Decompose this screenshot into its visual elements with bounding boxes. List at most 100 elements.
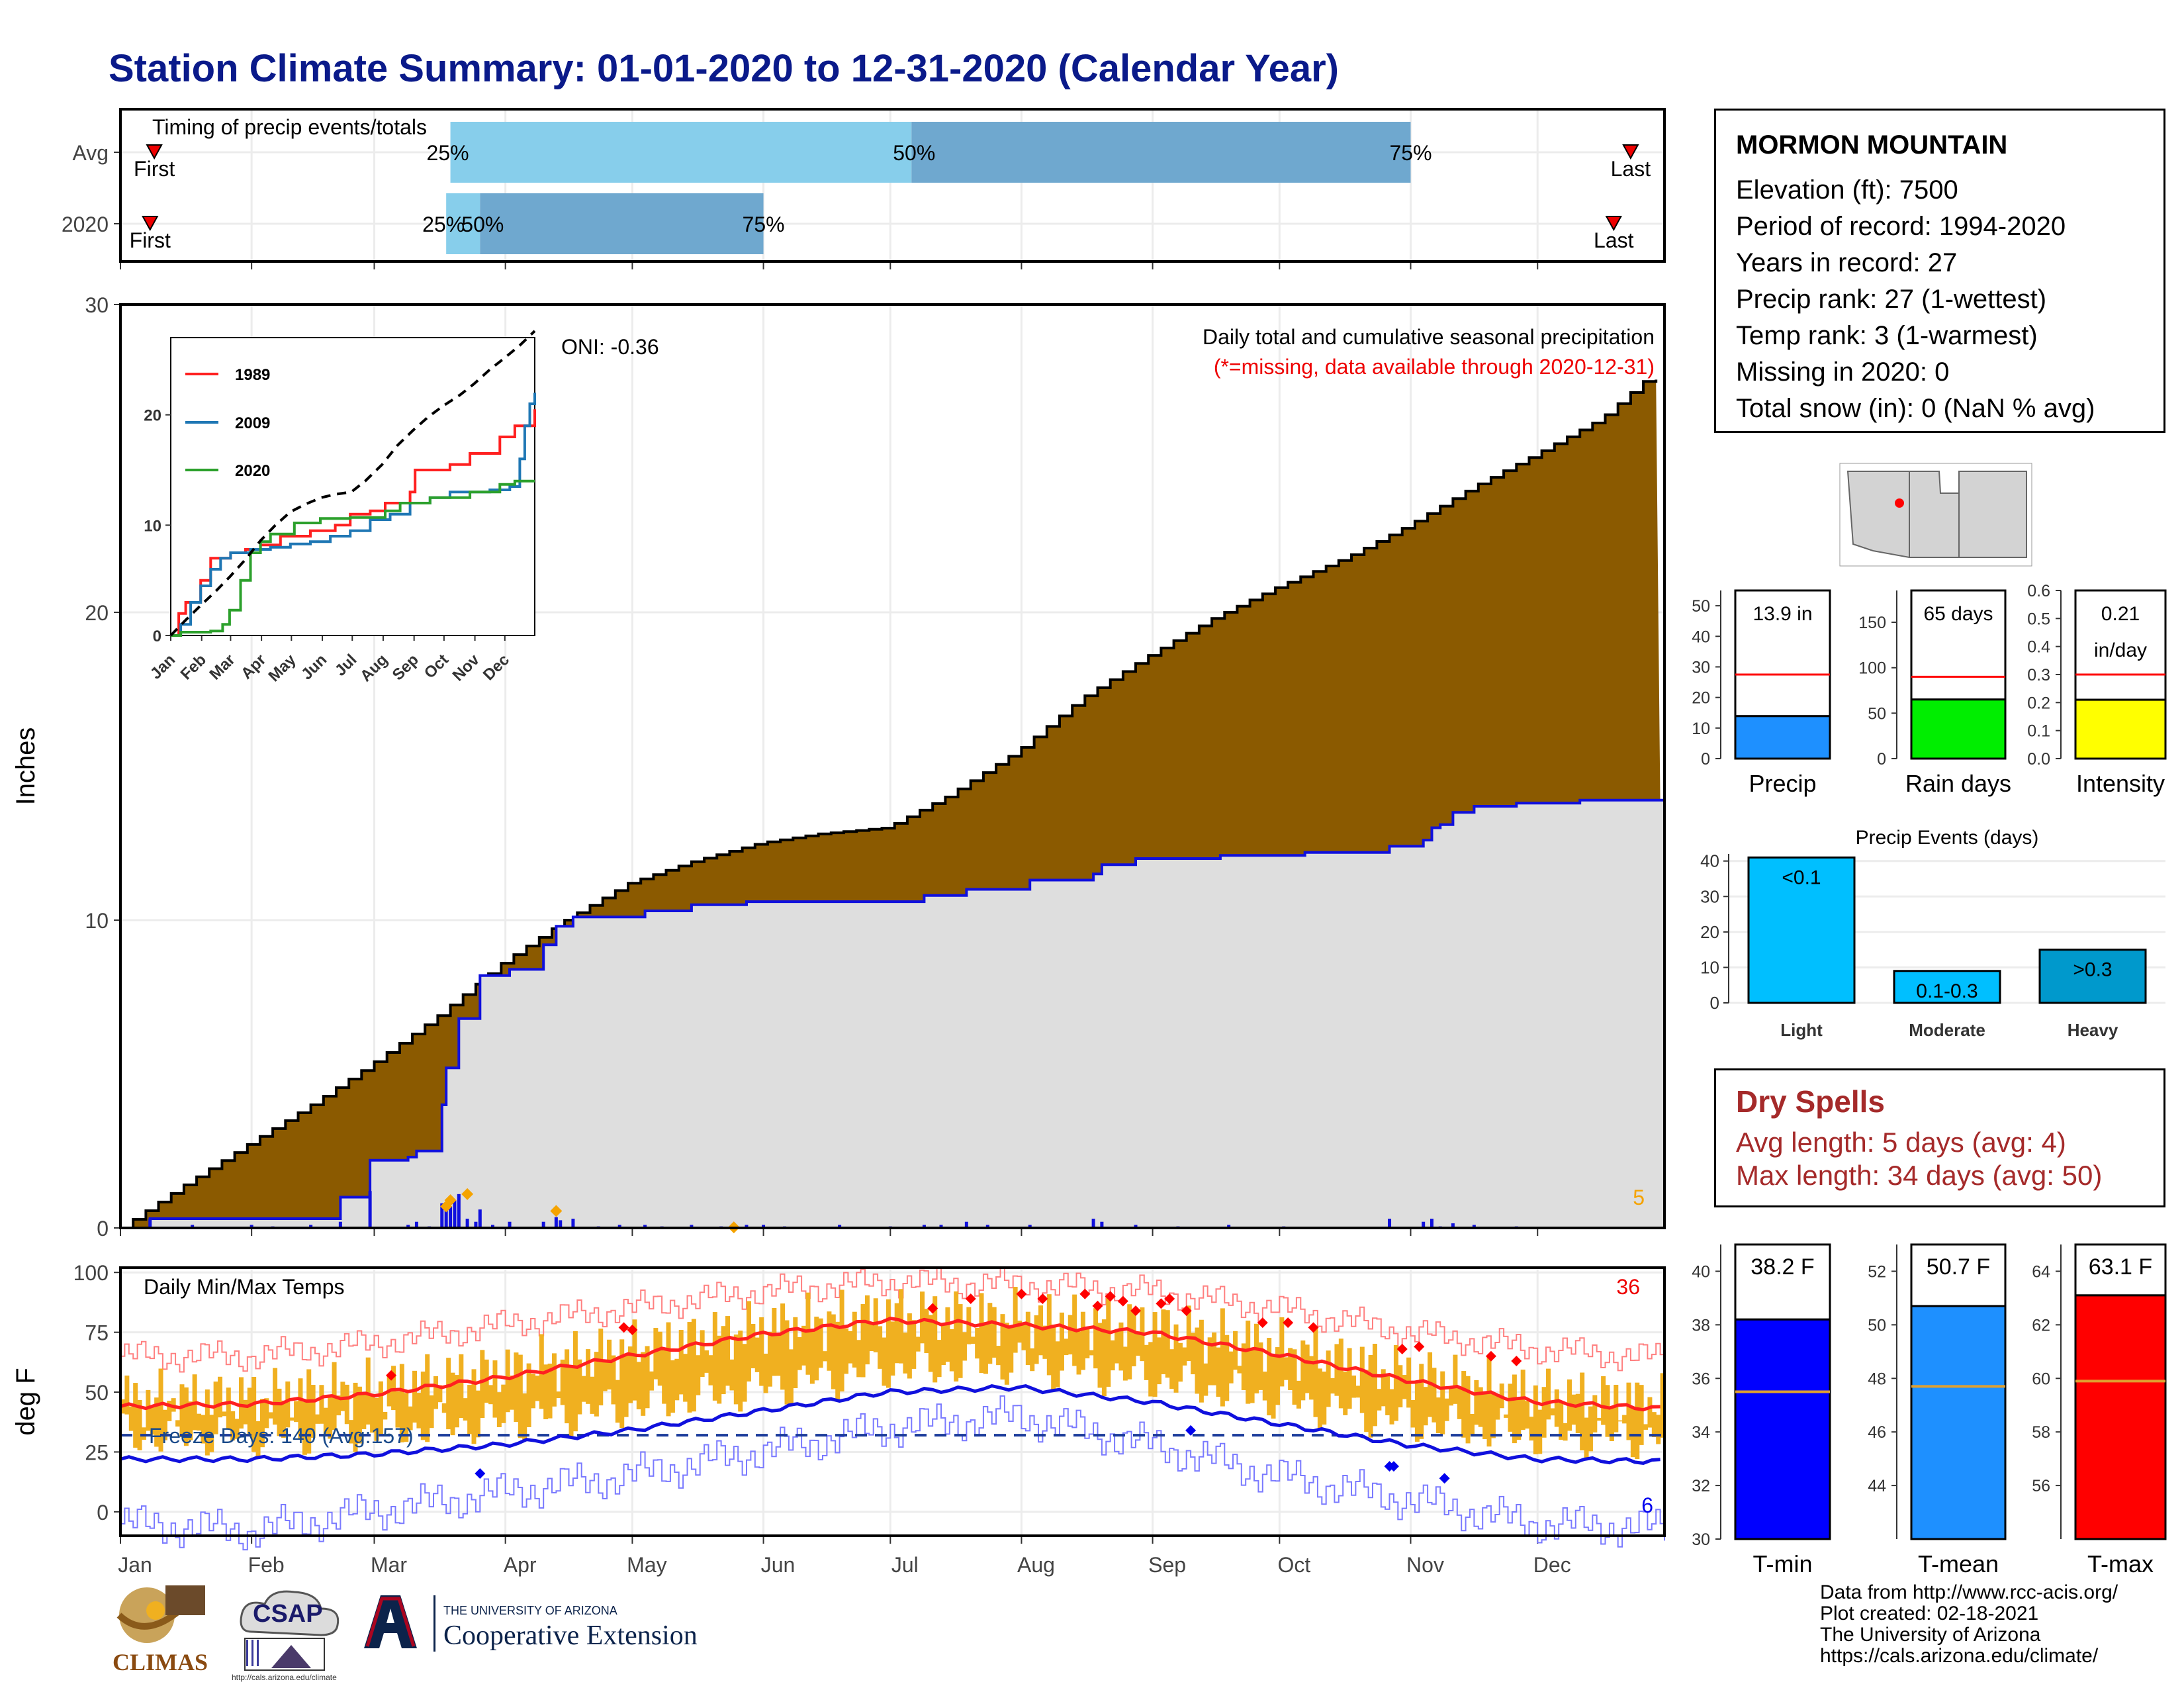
daily-temp-bar [1322,1371,1327,1425]
daily-temp-bar [543,1364,549,1419]
daily-precip-bar [508,1221,512,1228]
daily-temp-bar [763,1353,768,1393]
summary-title: T-max [2087,1550,2154,1577]
daily-temp-bar [531,1374,535,1409]
daily-precip-bar [414,1221,418,1228]
daily-precip-bar [1134,1225,1138,1228]
record-high-marker [1079,1288,1091,1299]
daily-temp-bar [1550,1408,1555,1416]
summary-tick-label: 0.3 [2027,666,2050,684]
daily-temp-bar [843,1328,848,1374]
daily-temp-bar [1288,1348,1293,1391]
daily-temp-bar [412,1370,418,1423]
daily-temp-bar [1034,1315,1039,1364]
daily-temp-bar [349,1420,354,1444]
summary-tick-label: 44 [1868,1477,1886,1495]
summary-tick-label: 0.2 [2027,694,2050,712]
record-high-marker [965,1293,976,1305]
daily-temp-bar [370,1394,375,1433]
daily-temp-bar [1262,1372,1267,1401]
daily-temp-bar [856,1340,862,1378]
inset-series-line [169,330,536,637]
summary-tick-label: 38 [1692,1316,1710,1335]
daily-temp-bar [1537,1409,1543,1454]
timing-row-label: 2020 [62,212,109,236]
daily-temp-bar [691,1319,696,1412]
temps-month-label: Feb [248,1553,285,1577]
daily-temp-bar [1253,1323,1259,1393]
dry-spells-avg: Avg length: 5 days (avg: 4) [1736,1127,2066,1158]
events-bar [1747,856,1856,1004]
daily-temp-bar [1647,1397,1653,1428]
main-tick-label-y: 30 [85,293,109,317]
daily-temp-bar [408,1406,413,1430]
summary-value-bar [1734,1318,1831,1540]
daily-temp-bar [547,1363,553,1419]
daily-temp-bar [1292,1349,1297,1405]
daily-temp-bar [1025,1311,1030,1366]
daily-temp-bar [167,1401,172,1421]
daily-temp-bar [1165,1310,1170,1378]
summary-tick-label: 62 [2032,1316,2050,1335]
summary-tick-label: 50 [1868,1316,1886,1335]
daily-temp-bar [954,1291,959,1382]
daily-temp-bar [1064,1338,1069,1356]
main-chart-subtitle: (*=missing, data available through 2020-… [1214,355,1655,379]
daily-temp-bar [188,1401,193,1440]
summary-tick-label: 64 [2032,1262,2050,1281]
daily-temp-bar [1080,1311,1085,1370]
daily-precip-bar [191,1225,195,1228]
daily-temp-bar [310,1385,316,1438]
daily-temp-bar [1152,1312,1158,1397]
daily-precip-bar [1100,1221,1104,1228]
daily-temp-bar [1482,1391,1488,1440]
daily-temp-bar [1177,1342,1183,1382]
daily-temp-bar [510,1376,515,1410]
daily-temp-bar [467,1385,473,1434]
daily-temp-bar [1440,1371,1445,1434]
csap-logo-text: CSAP [253,1600,323,1628]
daily-temp-bar [788,1349,794,1405]
inset-series-line [171,409,536,637]
summary-title: Precip [1749,770,1816,797]
daily-temp-bar [1651,1412,1657,1438]
summary-tick-label: 50 [1692,597,1710,616]
daily-temp-bar [281,1400,286,1438]
daily-temp-bar [1461,1371,1467,1438]
daily-temp-bar [1605,1385,1610,1437]
summary-tick-label: 30 [1692,658,1710,677]
daily-temp-bar [767,1331,772,1387]
daily-temp-bar [1660,1373,1665,1438]
daily-temp-bar [996,1346,1001,1366]
events-bar-label: >0.3 [2073,959,2112,981]
record-high-marker [1156,1298,1167,1309]
timing-bar-25-50 [446,193,480,254]
record-low-marker [1439,1473,1450,1484]
daily-temp-bar [1237,1366,1242,1374]
daily-temp-bar [277,1388,282,1436]
summary-tick-label: 0.5 [2027,610,2050,628]
daily-temp-bar [565,1349,570,1424]
daily-temp-bar [899,1289,904,1364]
daily-temp-bar [772,1307,777,1376]
daily-temp-bar [501,1384,506,1423]
daily-temp-bar [1516,1397,1522,1440]
daily-precip-bar [939,1225,943,1228]
daily-temp-bar [1212,1332,1217,1385]
daily-temp-bar [970,1336,976,1344]
daily-temp-bar [1419,1364,1424,1439]
ua-small-text: THE UNIVERSITY OF ARIZONA [443,1604,617,1617]
daily-temp-bar [505,1349,510,1413]
daily-temp-bar [920,1291,925,1344]
daily-temp-bar [1013,1287,1018,1353]
daily-temp-bar [226,1387,231,1429]
daily-temp-bar [429,1395,434,1429]
map-state-shapes [1846,471,2027,558]
daily-temp-bar [754,1337,760,1372]
last-marker-icon [1622,144,1639,160]
daily-precip-bar [465,1219,469,1228]
daily-temp-bar [315,1414,320,1424]
daily-precip-bar [309,1225,313,1228]
credit-line: Plot created: 02-18-2021 [1820,1603,2039,1624]
